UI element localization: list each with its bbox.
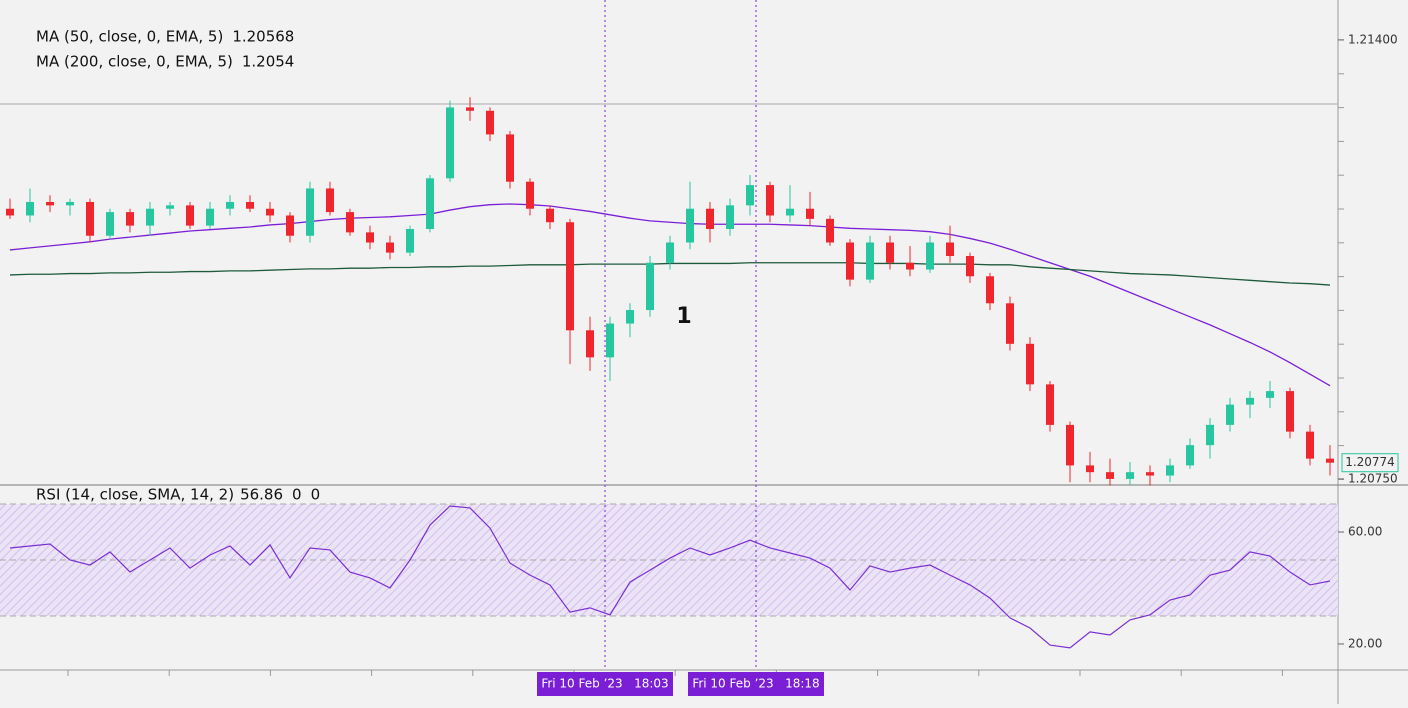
candle-body xyxy=(466,107,474,111)
candle-body xyxy=(1046,384,1054,425)
candle-body xyxy=(686,208,694,243)
candle-body xyxy=(586,330,594,358)
candle-body xyxy=(1086,465,1094,473)
candle-body xyxy=(66,201,74,206)
candle-body xyxy=(1206,424,1214,446)
candle-body xyxy=(646,262,654,311)
candle-body xyxy=(446,107,454,179)
candle-body xyxy=(826,218,834,243)
crosshair-label-box xyxy=(688,672,824,696)
candle-body xyxy=(126,212,134,226)
crosshair-label: Fri 10 Feb ’23 18:18 xyxy=(692,677,819,691)
candle-body xyxy=(46,201,54,206)
candle-body xyxy=(986,276,994,304)
legend-value: 1.20568 xyxy=(232,28,294,46)
candle-body xyxy=(966,256,974,277)
last-price-label: 1.20774 xyxy=(1345,455,1395,469)
candle-body xyxy=(106,212,114,236)
candle-body xyxy=(1266,391,1274,398)
candle-body xyxy=(606,323,614,358)
candle-body xyxy=(306,188,314,236)
candle-body xyxy=(1306,431,1314,459)
last-price-box xyxy=(1341,453,1399,473)
candle-body xyxy=(706,208,714,229)
candle-body xyxy=(866,242,874,280)
legend-value: 0 xyxy=(311,486,321,504)
moving-average-line xyxy=(9,203,1331,387)
candle-body xyxy=(86,201,94,236)
candle-body xyxy=(6,208,14,216)
legend-value: 56.86 xyxy=(240,486,283,504)
candle-body xyxy=(666,242,674,263)
candle-body xyxy=(366,232,374,243)
candle-body xyxy=(846,242,854,280)
candle-body xyxy=(1246,397,1254,405)
candle-body xyxy=(1006,303,1014,344)
candle-body xyxy=(346,212,354,233)
legend-name: MA (50, close, 0, EMA, 5) xyxy=(36,28,223,46)
candle-body xyxy=(146,208,154,226)
candle-body xyxy=(1226,404,1234,425)
candle-body xyxy=(886,242,894,263)
legend-value: 1.2054 xyxy=(242,53,295,71)
candle-body xyxy=(1106,472,1114,479)
candle-body xyxy=(26,201,34,216)
candle-body xyxy=(426,178,434,229)
y-tick-label: 1.21400 xyxy=(1348,32,1398,46)
candle-body xyxy=(206,208,214,226)
legend-name: RSI (14, close, SMA, 14, 2) xyxy=(36,486,234,504)
candle-body xyxy=(786,208,794,216)
candle-body xyxy=(326,188,334,213)
candle-body xyxy=(906,262,914,270)
candle-body xyxy=(546,208,554,223)
candle-body xyxy=(286,215,294,236)
candle-body xyxy=(1186,445,1194,466)
candle-body xyxy=(766,185,774,216)
y-tick-label: 60.00 xyxy=(1348,525,1382,539)
candle-body xyxy=(246,201,254,209)
candle-body xyxy=(926,242,934,270)
candle-body xyxy=(386,242,394,253)
candle-body xyxy=(1166,465,1174,476)
candle-body xyxy=(566,222,574,331)
crosshair-label-box xyxy=(537,672,673,696)
candle-body xyxy=(946,242,954,257)
candle-body xyxy=(486,110,494,135)
legend-name: MA (200, close, 0, EMA, 5) xyxy=(36,53,233,71)
candle-body xyxy=(1126,472,1134,479)
annotation: 1 xyxy=(676,304,691,329)
candle-body xyxy=(806,208,814,219)
candle-body xyxy=(506,134,514,182)
y-tick-label: 1.20750 xyxy=(1348,471,1398,485)
candle-body xyxy=(266,208,274,216)
candle-body xyxy=(166,205,174,209)
candle-body xyxy=(1066,424,1074,466)
candle-body xyxy=(1146,472,1154,476)
candle-body xyxy=(526,181,534,209)
legend-value: 0 xyxy=(292,486,302,504)
candle-body xyxy=(1326,458,1334,463)
candle-body xyxy=(746,185,754,206)
candle-body xyxy=(186,205,194,226)
rsi-line xyxy=(9,505,1331,649)
y-tick-label: 20.00 xyxy=(1348,636,1382,650)
candle-body xyxy=(226,201,234,209)
candle-body xyxy=(1026,343,1034,385)
candle-body xyxy=(726,205,734,229)
crosshair-label: Fri 10 Feb ’23 18:03 xyxy=(541,677,668,691)
candle-body xyxy=(406,228,414,253)
candle-body xyxy=(1286,391,1294,432)
candle-body xyxy=(626,310,634,324)
